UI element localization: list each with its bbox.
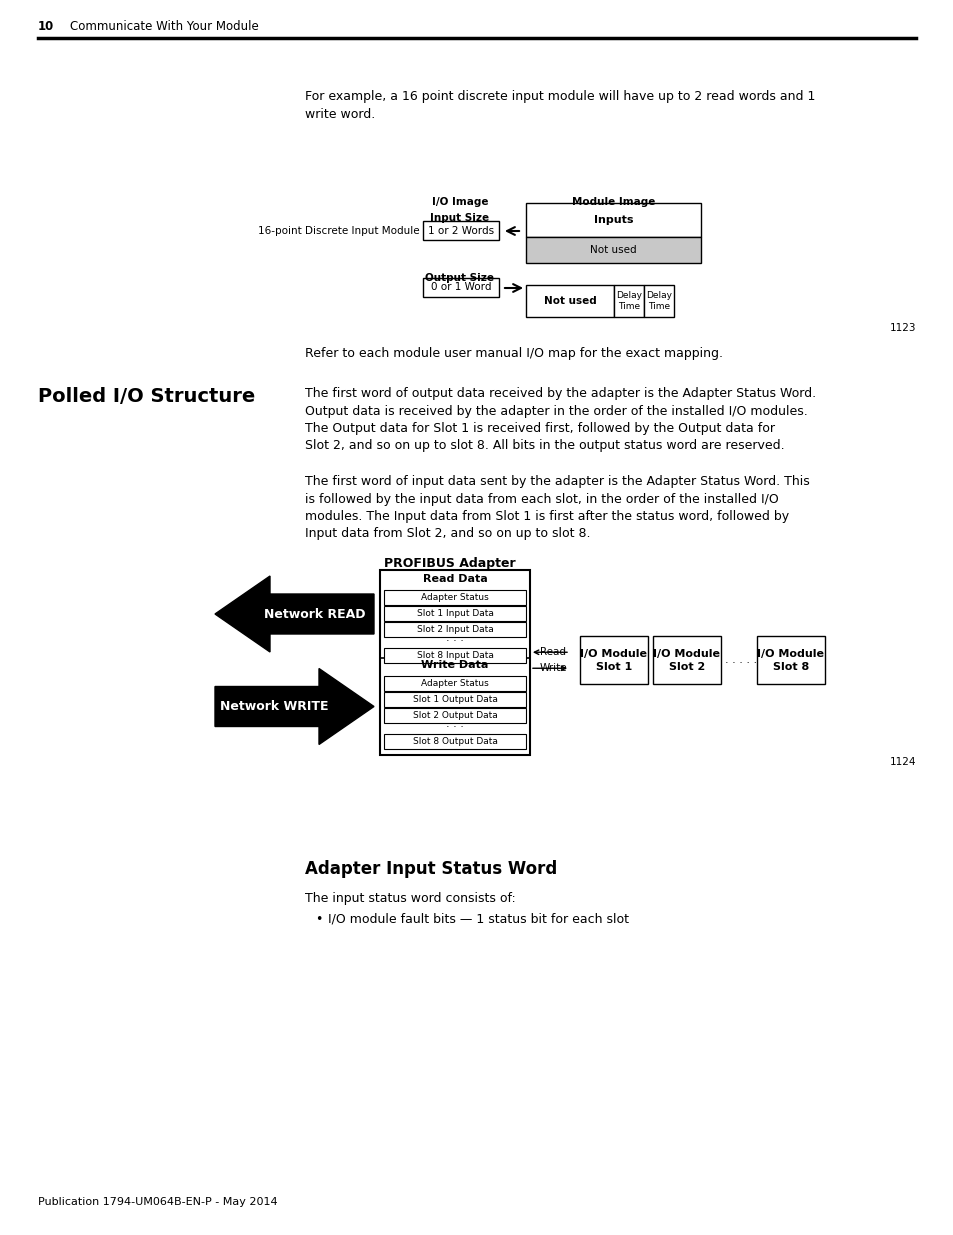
Bar	[422, 221, 498, 240]
Text: Write Data: Write Data	[421, 659, 488, 671]
Text: Output Size: Output Size	[425, 273, 494, 283]
Bar	[757, 636, 824, 684]
Text: Slot 8 Input Data: Slot 8 Input Data	[416, 651, 493, 659]
Text: •: •	[314, 913, 322, 926]
Text: Not used: Not used	[543, 296, 596, 306]
Text: . . .: . . .	[446, 634, 463, 643]
Bar	[384, 590, 525, 605]
Text: Not used: Not used	[590, 245, 637, 254]
Text: I/O Module
Slot 2: I/O Module Slot 2	[653, 648, 720, 672]
Text: The first word of output data received by the adapter is the Adapter Status Word: The first word of output data received b…	[305, 387, 815, 452]
Bar	[525, 285, 614, 317]
Text: Delay
Time: Delay Time	[616, 291, 641, 311]
Bar	[652, 636, 720, 684]
Bar	[643, 285, 673, 317]
Bar	[579, 636, 647, 684]
Polygon shape	[214, 576, 374, 652]
Text: The first word of input data sent by the adapter is the Adapter Status Word. Thi: The first word of input data sent by the…	[305, 475, 809, 541]
Bar	[379, 571, 530, 755]
Text: 1123: 1123	[888, 324, 915, 333]
Bar	[384, 676, 525, 692]
Text: Communicate With Your Module: Communicate With Your Module	[70, 21, 258, 33]
Text: . . .: . . .	[446, 719, 463, 729]
Text: Slot 1 Input Data: Slot 1 Input Data	[416, 609, 493, 618]
Bar	[384, 692, 525, 706]
Text: 10: 10	[38, 21, 54, 33]
Text: Network READ: Network READ	[263, 608, 365, 620]
Text: Slot 1 Output Data: Slot 1 Output Data	[412, 695, 497, 704]
Text: I/O module fault bits — 1 status bit for each slot: I/O module fault bits — 1 status bit for…	[328, 913, 628, 926]
Bar	[525, 237, 700, 263]
Text: Slot 8 Output Data: Slot 8 Output Data	[412, 737, 497, 746]
Text: 0 or 1 Word: 0 or 1 Word	[431, 283, 491, 293]
Polygon shape	[214, 668, 374, 745]
Text: 1124: 1124	[888, 757, 915, 767]
Text: Slot 2 Input Data: Slot 2 Input Data	[416, 625, 493, 634]
Text: Delay
Time: Delay Time	[645, 291, 671, 311]
Text: Write: Write	[539, 663, 567, 673]
Text: Polled I/O Structure: Polled I/O Structure	[38, 387, 255, 406]
Text: Input Size: Input Size	[430, 212, 489, 224]
Text: Inputs: Inputs	[593, 215, 633, 225]
Bar	[384, 648, 525, 663]
Bar	[384, 622, 525, 637]
Text: For example, a 16 point discrete input module will have up to 2 read words and 1: For example, a 16 point discrete input m…	[305, 90, 815, 121]
Text: Refer to each module user manual I/O map for the exact mapping.: Refer to each module user manual I/O map…	[305, 347, 722, 359]
Text: Publication 1794-UM064B-EN-P - May 2014: Publication 1794-UM064B-EN-P - May 2014	[38, 1197, 277, 1207]
Text: Module Image: Module Image	[571, 198, 655, 207]
Bar	[384, 606, 525, 621]
Text: 1 or 2 Words: 1 or 2 Words	[428, 226, 494, 236]
Text: I/O Module
Slot 8: I/O Module Slot 8	[757, 648, 823, 672]
Text: The input status word consists of:: The input status word consists of:	[305, 892, 516, 905]
Bar	[384, 734, 525, 748]
Bar	[384, 708, 525, 722]
Bar	[422, 278, 498, 296]
Bar	[614, 285, 643, 317]
Text: Network WRITE: Network WRITE	[220, 700, 329, 713]
Text: PROFIBUS Adapter: PROFIBUS Adapter	[384, 557, 516, 571]
Text: . . . . .: . . . . .	[724, 656, 757, 666]
Text: Read Data: Read Data	[422, 574, 487, 584]
Text: 16-point Discrete Input Module: 16-point Discrete Input Module	[258, 226, 419, 236]
Text: Slot 2 Output Data: Slot 2 Output Data	[413, 711, 497, 720]
Text: Read: Read	[539, 647, 565, 657]
Text: I/O Module
Slot 1: I/O Module Slot 1	[579, 648, 647, 672]
Bar	[525, 203, 700, 237]
Text: Adapter Input Status Word: Adapter Input Status Word	[305, 860, 557, 878]
Text: Adapter Status: Adapter Status	[420, 679, 488, 688]
Text: I/O Image: I/O Image	[432, 198, 488, 207]
Text: Adapter Status: Adapter Status	[420, 593, 488, 601]
